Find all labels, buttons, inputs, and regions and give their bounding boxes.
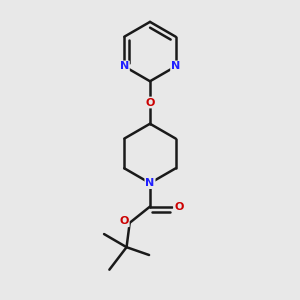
Text: N: N <box>120 61 129 71</box>
Text: N: N <box>171 61 180 71</box>
Text: O: O <box>119 216 129 226</box>
Text: O: O <box>174 202 183 212</box>
Text: O: O <box>145 98 155 107</box>
Text: N: N <box>146 178 154 188</box>
